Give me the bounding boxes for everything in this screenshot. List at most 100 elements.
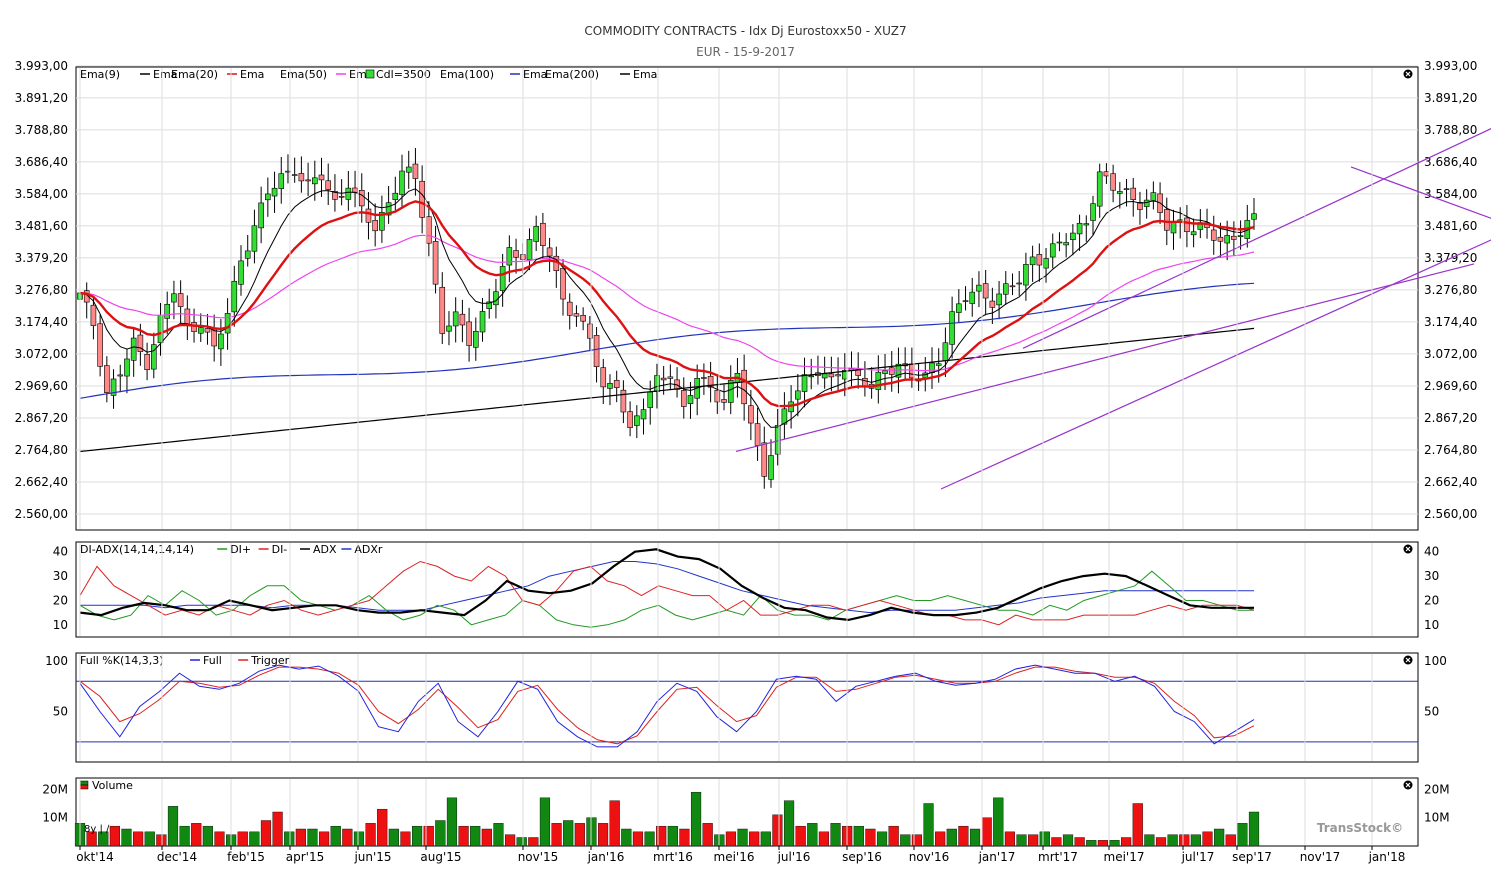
candle-up xyxy=(110,378,117,396)
volume-bar xyxy=(597,823,609,847)
candle-down xyxy=(680,390,687,407)
volume-bar xyxy=(900,834,911,847)
candle-up xyxy=(238,260,244,285)
volume-bar xyxy=(1051,837,1062,847)
panel-frames xyxy=(75,66,1419,847)
candle-down xyxy=(318,174,325,181)
volume-bar xyxy=(446,797,458,847)
candle-down xyxy=(1110,173,1116,191)
volume-bar xyxy=(935,831,946,847)
candle-up xyxy=(1016,282,1023,285)
legend-label: Ema xyxy=(523,68,547,81)
volume-bar xyxy=(783,800,795,847)
x-tick-label: aug'15 xyxy=(420,850,461,864)
volume-bar xyxy=(191,823,202,847)
y-tick-label-right: 2.662,40 xyxy=(1424,475,1477,489)
legend-label: DI+ xyxy=(230,543,251,556)
legend-label: ADXr xyxy=(354,543,383,556)
candle-up xyxy=(345,187,352,200)
volume-bar xyxy=(749,831,760,847)
volume-bar xyxy=(1121,837,1132,847)
volume-bar xyxy=(551,823,562,847)
candle-down xyxy=(104,365,110,393)
candle-down xyxy=(660,377,667,381)
candle-up xyxy=(640,409,647,420)
y-tick-label-right: 2.867,20 xyxy=(1424,411,1477,425)
candle-up xyxy=(1070,232,1076,241)
candle-up xyxy=(446,325,452,332)
y-tick-label-left: 3.584,00 xyxy=(15,187,68,201)
candle-up xyxy=(399,170,405,195)
ema50-line xyxy=(79,234,1255,372)
candle-down xyxy=(97,323,103,367)
legend-label: Cdl=3500 xyxy=(376,68,431,81)
y-tick-label-left: 2.662,40 xyxy=(15,475,68,489)
candle-up xyxy=(1251,213,1257,220)
volume-panel: 20M 20M 10M 10M Volume 8y | ∕ xyxy=(42,779,1450,847)
ema100-line xyxy=(79,282,1255,399)
volume-bar xyxy=(516,837,527,847)
candle-up xyxy=(654,375,660,392)
di-minus-line xyxy=(79,560,1255,626)
x-axis: okt'14 dec'14 feb'15 apr'15 jun'15 aug'15 nov'… xyxy=(76,68,1405,864)
candle-up xyxy=(949,311,955,345)
legend-label: Trigger xyxy=(250,654,289,667)
candle-up xyxy=(1029,256,1036,266)
x-tick-label: mrt'16 xyxy=(653,850,693,864)
x-tick-label: jul'16 xyxy=(777,850,811,864)
y-tick-label-right: 2.969,60 xyxy=(1424,379,1477,393)
x-tick-label: mei'17 xyxy=(1104,850,1145,864)
candle-down xyxy=(1009,285,1016,288)
y-tick-label-left: 3.686,40 xyxy=(15,155,68,169)
candle-down xyxy=(580,315,586,322)
candle-down xyxy=(754,423,761,446)
x-tick-label: sep'16 xyxy=(842,850,882,864)
candle-down xyxy=(701,377,707,379)
y-tick-label-right: 2.560,00 xyxy=(1424,507,1477,521)
candle-up xyxy=(271,187,278,197)
volume-bar xyxy=(284,831,295,847)
volume-bar xyxy=(888,825,899,847)
candle-up xyxy=(473,330,479,348)
candle-up xyxy=(1076,222,1083,235)
stoch-trigger-line xyxy=(79,666,1255,745)
candle-up xyxy=(956,303,962,313)
candle-down xyxy=(828,373,835,378)
y-tick-label-right: 3.788,80 xyxy=(1424,123,1477,137)
volume-bar xyxy=(423,825,434,847)
legend-swatch-down xyxy=(79,784,89,790)
x-tick-label: mei'16 xyxy=(714,850,755,864)
candle-down xyxy=(546,247,553,257)
y-tick-label-right: 3.686,40 xyxy=(1424,155,1477,169)
candle-down xyxy=(358,190,365,207)
volume-bar xyxy=(946,828,957,847)
candle-down xyxy=(982,283,989,299)
volume-bar xyxy=(202,825,213,847)
volume-bar xyxy=(969,828,981,847)
candle-up xyxy=(124,358,130,377)
trend-channel-line xyxy=(1350,166,1491,219)
candle-up xyxy=(231,280,238,313)
candle-up xyxy=(687,395,694,404)
candle-down xyxy=(761,442,768,477)
volume-bar xyxy=(1028,834,1039,847)
candle-up xyxy=(379,212,385,231)
x-tick-label: okt'14 xyxy=(76,850,114,864)
candle-up xyxy=(821,373,828,379)
candle-down xyxy=(1217,236,1224,242)
volume-bar xyxy=(772,814,783,847)
candle-down xyxy=(365,208,372,223)
x-tick-label: feb'15 xyxy=(227,850,265,864)
candle-down xyxy=(204,328,211,333)
candle-down xyxy=(1130,187,1137,200)
y-tick-label-left: 50 xyxy=(53,705,68,719)
y-tick-label-right: 10M xyxy=(1424,811,1450,825)
x-tick-label: jun'15 xyxy=(353,850,391,864)
candle-down xyxy=(573,313,580,317)
candle-up xyxy=(929,362,935,374)
candle-down xyxy=(600,367,607,388)
volume-bar xyxy=(167,806,179,847)
adx-line xyxy=(79,548,1254,622)
candle-up xyxy=(996,293,1002,306)
x-tick-label: jul'17 xyxy=(1181,850,1215,864)
